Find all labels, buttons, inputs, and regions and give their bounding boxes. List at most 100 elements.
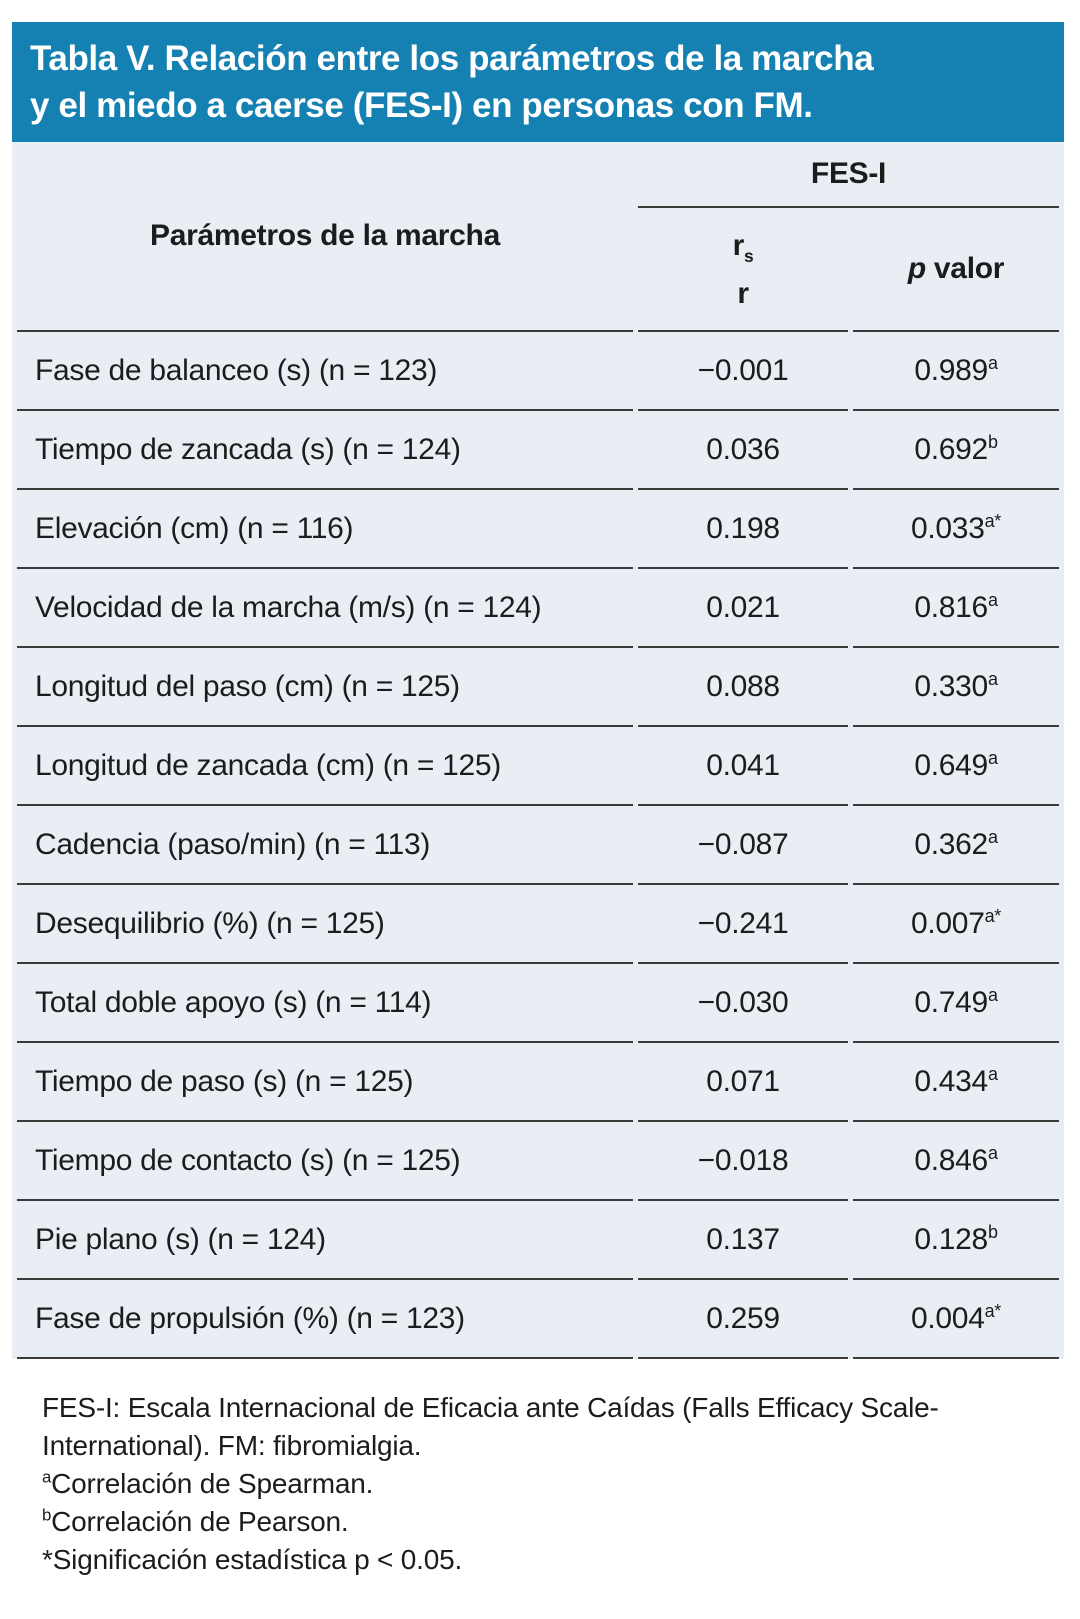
table-row: Fase de propulsión (%) (n = 123) 0.259 0… <box>17 1280 1060 1359</box>
table-title-line-2: y el miedo a caerse (FES-I) en personas … <box>30 86 813 125</box>
p-value-superscript: a* <box>984 1300 1002 1321</box>
p-value-superscript: a <box>987 1063 998 1084</box>
footnote-line: FES-I: Escala Internacional de Eficacia … <box>42 1389 1034 1465</box>
p-valor-rest: valor <box>925 252 1005 285</box>
footnote-line: aCorrelación de Spearman. <box>42 1465 1034 1503</box>
table-title-line-1: Tabla V. Relación entre los parámetros d… <box>30 39 874 78</box>
column-header-p-valor: p valor <box>853 208 1060 332</box>
p-valor-italic-p: p <box>907 252 926 285</box>
p-value-number: 0.649 <box>914 748 988 782</box>
p-value-number: 0.749 <box>914 985 988 1019</box>
table-row: Desequilibrio (%) (n = 125) −0.241 0.007… <box>17 885 1060 964</box>
footnote-superscript: b <box>42 1505 52 1525</box>
p-value-superscript: a <box>987 984 998 1005</box>
p-value-superscript: a <box>987 668 998 689</box>
p-value: 0.033a* <box>853 490 1060 569</box>
table-row: Cadencia (paso/min) (n = 113) −0.087 0.3… <box>17 806 1060 885</box>
p-value-number: 0.128 <box>914 1222 988 1256</box>
column-header-rs-r: rs r <box>638 208 848 332</box>
table-body: Fase de balanceo (s) (n = 123) −0.001 0.… <box>17 332 1060 1359</box>
parameter-label: Pie plano (s) (n = 124) <box>17 1201 633 1280</box>
footnote-text: FES-I: Escala Internacional de Eficacia … <box>42 1392 939 1461</box>
footnote-text: Correlación de Spearman. <box>51 1468 374 1499</box>
r-line2: r <box>737 276 749 310</box>
p-value: 0.330a <box>853 648 1060 727</box>
rs-subscript: s <box>744 245 754 266</box>
parameter-label: Elevación (cm) (n = 116) <box>17 490 633 569</box>
column-header-parametros: Parámetros de la marcha <box>17 142 633 332</box>
rs-value: −0.018 <box>638 1122 848 1201</box>
rs-value: 0.041 <box>638 727 848 806</box>
p-value: 0.004a* <box>853 1280 1060 1359</box>
p-value-number: 0.330 <box>914 669 988 703</box>
parameter-label: Fase de balanceo (s) (n = 123) <box>17 332 633 411</box>
table-row: Fase de balanceo (s) (n = 123) −0.001 0.… <box>17 332 1060 411</box>
p-value-number: 0.033 <box>911 511 985 545</box>
table-header: Parámetros de la marcha FES-I rs r p valo… <box>17 142 1060 332</box>
rs-value: 0.198 <box>638 490 848 569</box>
table-row: Pie plano (s) (n = 124) 0.137 0.128b <box>17 1201 1060 1280</box>
p-value-superscript: a <box>987 589 998 610</box>
footnote-line: *Significación estadística p < 0.05. <box>42 1541 1034 1579</box>
footnote-superscript: a <box>42 1467 52 1487</box>
gait-parameters-table: Parámetros de la marcha FES-I rs r p valo… <box>12 142 1064 1359</box>
parameter-label: Longitud del paso (cm) (n = 125) <box>17 648 633 727</box>
footnotes: FES-I: Escala Internacional de Eficacia … <box>12 1359 1064 1579</box>
p-value-superscript: a <box>987 747 998 768</box>
table-title-bar: Tabla V. Relación entre los parámetros d… <box>12 22 1064 142</box>
rs-value: −0.030 <box>638 964 848 1043</box>
p-value-superscript: b <box>987 1221 998 1242</box>
p-value: 0.128b <box>853 1201 1060 1280</box>
footnote-text: *Significación estadística p < 0.05. <box>42 1544 463 1575</box>
parameter-label: Tiempo de contacto (s) (n = 125) <box>17 1122 633 1201</box>
page: Tabla V. Relación entre los parámetros d… <box>12 22 1064 1579</box>
parameter-label: Desequilibrio (%) (n = 125) <box>17 885 633 964</box>
footnote-text: Correlación de Pearson. <box>51 1506 349 1537</box>
group-header-fes-i: FES-I <box>638 142 1060 208</box>
p-value-number: 0.004 <box>911 1301 985 1335</box>
table-row: Total doble apoyo (s) (n = 114) −0.030 0… <box>17 964 1060 1043</box>
p-value: 0.007a* <box>853 885 1060 964</box>
table-row: Tiempo de zancada (s) (n = 124) 0.036 0.… <box>17 411 1060 490</box>
p-value-number: 0.816 <box>914 590 988 624</box>
p-value-number: 0.362 <box>914 827 988 861</box>
rs-base: r <box>732 228 745 262</box>
p-value: 0.434a <box>853 1043 1060 1122</box>
table-row: Tiempo de contacto (s) (n = 125) −0.018 … <box>17 1122 1060 1201</box>
parameter-label: Tiempo de zancada (s) (n = 124) <box>17 411 633 490</box>
p-value-superscript: a <box>987 1142 998 1163</box>
p-value-number: 0.846 <box>914 1143 988 1177</box>
p-value-number: 0.692 <box>914 432 988 466</box>
p-value: 0.649a <box>853 727 1060 806</box>
rs-value: −0.241 <box>638 885 848 964</box>
rs-value: 0.088 <box>638 648 848 727</box>
parameter-label: Total doble apoyo (s) (n = 114) <box>17 964 633 1043</box>
p-value-number: 0.007 <box>911 906 985 940</box>
p-value-superscript: a* <box>984 510 1002 531</box>
p-value: 0.362a <box>853 806 1060 885</box>
table-row: Longitud de zancada (cm) (n = 125) 0.041… <box>17 727 1060 806</box>
rs-value: 0.036 <box>638 411 848 490</box>
table-row: Longitud del paso (cm) (n = 125) 0.088 0… <box>17 648 1060 727</box>
p-value: 0.989a <box>853 332 1060 411</box>
p-value-number: 0.989 <box>914 353 988 387</box>
rs-value: −0.087 <box>638 806 848 885</box>
rs-value: 0.259 <box>638 1280 848 1359</box>
table-card: Tabla V. Relación entre los parámetros d… <box>12 22 1064 1359</box>
p-value: 0.749a <box>853 964 1060 1043</box>
table-row: Tiempo de paso (s) (n = 125) 0.071 0.434… <box>17 1043 1060 1122</box>
rs-value: −0.001 <box>638 332 848 411</box>
p-value: 0.846a <box>853 1122 1060 1201</box>
rs-value: 0.021 <box>638 569 848 648</box>
parameter-label: Longitud de zancada (cm) (n = 125) <box>17 727 633 806</box>
parameter-label: Fase de propulsión (%) (n = 123) <box>17 1280 633 1359</box>
p-value-superscript: a <box>987 352 998 373</box>
p-value: 0.692b <box>853 411 1060 490</box>
p-value-superscript: a <box>987 826 998 847</box>
parameter-label: Velocidad de la marcha (m/s) (n = 124) <box>17 569 633 648</box>
footnote-line: bCorrelación de Pearson. <box>42 1503 1034 1541</box>
parameter-label: Cadencia (paso/min) (n = 113) <box>17 806 633 885</box>
p-value-number: 0.434 <box>914 1064 988 1098</box>
p-value: 0.816a <box>853 569 1060 648</box>
rs-value: 0.071 <box>638 1043 848 1122</box>
